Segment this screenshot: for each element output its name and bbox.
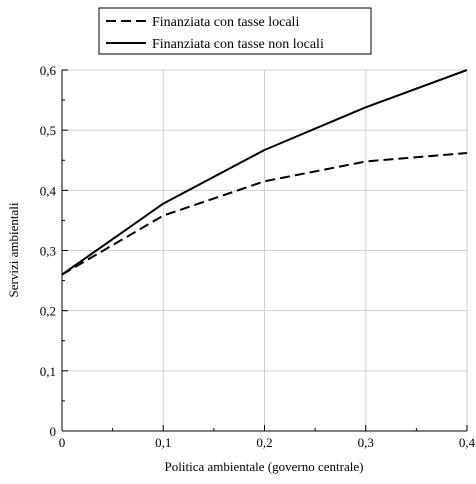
legend-box: [98, 7, 372, 55]
series-line-1: [61, 69, 468, 276]
x-tick-label-4: 0,4: [459, 435, 476, 450]
legend-label-0: Finanziata con tasse locali: [152, 15, 299, 30]
x-tick-label-2: 0,2: [256, 435, 272, 450]
series-layer: [61, 69, 468, 276]
y-tick-label-0: 0: [50, 424, 57, 439]
y-tick-label-5: 0,5: [40, 123, 56, 138]
legend: Finanziata con tasse locali Finanziata c…: [98, 7, 372, 55]
y-tick-label-6: 0,6: [40, 63, 57, 78]
y-tick-label-4: 0,4: [40, 183, 57, 198]
x-tick-label-3: 0,3: [358, 435, 374, 450]
grid-layer: [62, 69, 468, 431]
y-tick-label-3: 0,3: [40, 244, 56, 259]
y-tick-label-2: 0,2: [40, 304, 56, 319]
series-line-0: [61, 152, 468, 276]
y-axis-label: Servizi ambientali: [6, 202, 21, 297]
axes-layer: 0 0,1 0,2 0,3 0,4 0 0,1 0,2 0,3 0,4 0,5 0,6: [40, 63, 476, 450]
x-tick-label-0: 0: [59, 435, 66, 450]
x-tick-label-1: 0,1: [155, 435, 171, 450]
x-axis-label: Politica ambientale (governo centrale): [165, 459, 364, 474]
legend-label-1: Finanziata con tasse non locali: [152, 37, 324, 52]
y-tick-label-1: 0,1: [40, 364, 56, 379]
